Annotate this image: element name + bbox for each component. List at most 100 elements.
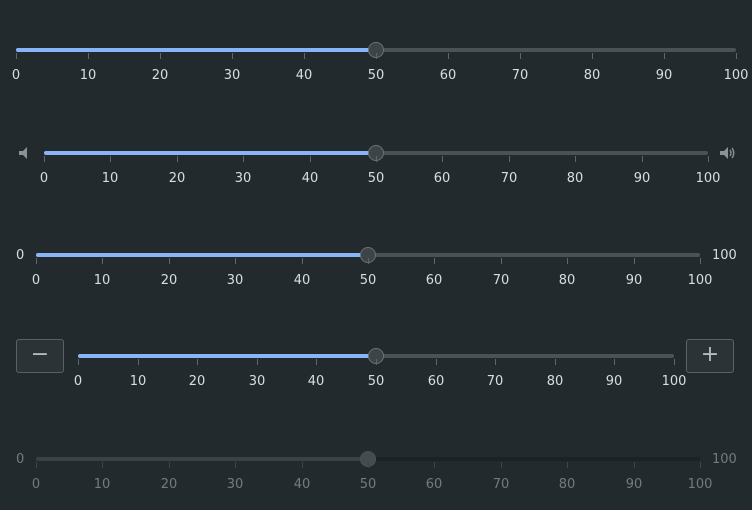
tick-label: 0: [73, 374, 83, 389]
tick-label: 20: [151, 68, 169, 83]
tick-label: 60: [433, 171, 451, 186]
min-label: 0: [16, 452, 25, 467]
increment-button[interactable]: +: [686, 339, 734, 373]
tick-label: 30: [234, 171, 252, 186]
tick-mark: [376, 359, 377, 365]
min-label: 0: [16, 248, 25, 263]
tick-mark: [235, 462, 236, 468]
tick-label: 40: [293, 477, 311, 492]
tick-mark: [232, 53, 233, 59]
tick-mark: [160, 53, 161, 59]
tick-mark: [520, 53, 521, 59]
max-label: 100: [712, 452, 737, 467]
tick-label: 90: [633, 171, 651, 186]
tick-label: 100: [695, 171, 721, 186]
tick-label: 30: [248, 374, 266, 389]
tick-mark: [78, 359, 79, 365]
tick-label: 50: [367, 68, 385, 83]
tick-mark: [36, 258, 37, 264]
tick-mark: [708, 156, 709, 162]
tick-label: 20: [160, 273, 178, 288]
tick-mark: [575, 156, 576, 162]
tick-label: 10: [129, 374, 147, 389]
tick-mark: [243, 156, 244, 162]
tick-mark: [495, 359, 496, 365]
slider-fill: [36, 457, 368, 461]
tick-label: 20: [168, 171, 186, 186]
tick-label: 90: [605, 374, 623, 389]
tick-mark: [302, 258, 303, 264]
tick-mark: [169, 258, 170, 264]
tick-mark: [197, 359, 198, 365]
tick-mark: [310, 156, 311, 162]
tick-mark: [700, 462, 701, 468]
tick-mark: [88, 53, 89, 59]
tick-mark: [304, 53, 305, 59]
tick-label: 80: [558, 273, 576, 288]
tick-label: 60: [439, 68, 457, 83]
tick-label: 50: [367, 171, 385, 186]
slider-volume: 0 10 20 30 40 50 60 70 80 90 100: [0, 133, 752, 193]
tick-label: 80: [558, 477, 576, 492]
tick-mark: [642, 156, 643, 162]
tick-mark: [316, 359, 317, 365]
tick-label: 0: [39, 171, 49, 186]
tick-mark: [434, 258, 435, 264]
tick-label: 20: [160, 477, 178, 492]
slider-plain: 0 10 20 30 40 50 60 70 80 90 100: [0, 30, 752, 90]
tick-mark: [664, 53, 665, 59]
tick-mark: [102, 258, 103, 264]
tick-label: 30: [223, 68, 241, 83]
tick-label: 0: [31, 273, 41, 288]
tick-label: 60: [427, 374, 445, 389]
tick-mark: [434, 462, 435, 468]
tick-label: 50: [359, 477, 377, 492]
slider-fill: [36, 253, 368, 257]
volume-high-icon: [720, 147, 735, 159]
tick-mark: [501, 462, 502, 468]
tick-mark: [501, 258, 502, 264]
tick-mark: [567, 462, 568, 468]
tick-mark: [634, 462, 635, 468]
tick-label: 40: [301, 171, 319, 186]
decrement-button[interactable]: −: [16, 339, 64, 373]
tick-mark: [736, 53, 737, 59]
tick-label: 50: [359, 273, 377, 288]
tick-mark: [177, 156, 178, 162]
tick-label: 0: [11, 68, 21, 83]
tick-mark: [235, 258, 236, 264]
tick-label: 40: [293, 273, 311, 288]
tick-mark: [634, 258, 635, 264]
tick-mark: [555, 359, 556, 365]
tick-label: 90: [655, 68, 673, 83]
tick-label: 30: [226, 273, 244, 288]
tick-label: 100: [687, 477, 713, 492]
tick-mark: [700, 258, 701, 264]
tick-mark: [138, 359, 139, 365]
tick-mark: [368, 462, 369, 468]
tick-mark: [376, 53, 377, 59]
tick-mark: [102, 462, 103, 468]
slider-disabled: 0 100 0 10 20 30 40 50 60 70 80 90 100: [0, 439, 752, 499]
slider-range-labeled: 0 100 0 10 20 30 40 50 60 70 80 90 100: [0, 235, 752, 295]
tick-mark: [442, 156, 443, 162]
slider-fill: [16, 48, 376, 52]
tick-mark: [567, 258, 568, 264]
tick-mark: [674, 359, 675, 365]
tick-label: 70: [486, 374, 504, 389]
tick-label: 0: [31, 477, 41, 492]
tick-label: 10: [101, 171, 119, 186]
tick-label: 30: [226, 477, 244, 492]
tick-label: 80: [583, 68, 601, 83]
tick-mark: [614, 359, 615, 365]
tick-mark: [436, 359, 437, 365]
tick-label: 70: [492, 273, 510, 288]
tick-label: 100: [723, 68, 749, 83]
tick-label: 20: [188, 374, 206, 389]
tick-label: 100: [687, 273, 713, 288]
tick-label: 100: [661, 374, 687, 389]
tick-label: 10: [93, 477, 111, 492]
tick-mark: [16, 53, 17, 59]
tick-mark: [257, 359, 258, 365]
